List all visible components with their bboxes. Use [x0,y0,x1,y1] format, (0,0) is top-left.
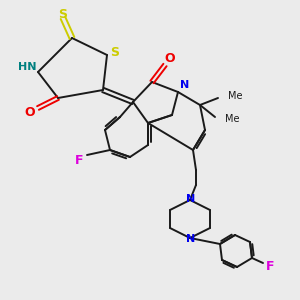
Text: S: S [110,46,119,59]
Text: F: F [75,154,83,166]
Text: N: N [186,194,196,204]
Text: O: O [165,52,175,64]
Text: O: O [25,106,35,118]
Text: F: F [266,260,274,272]
Text: Me: Me [228,91,242,101]
Text: N: N [186,234,196,244]
Text: N: N [180,80,190,90]
Text: Me: Me [225,114,239,124]
Text: HN: HN [18,62,36,72]
Text: S: S [58,8,68,20]
